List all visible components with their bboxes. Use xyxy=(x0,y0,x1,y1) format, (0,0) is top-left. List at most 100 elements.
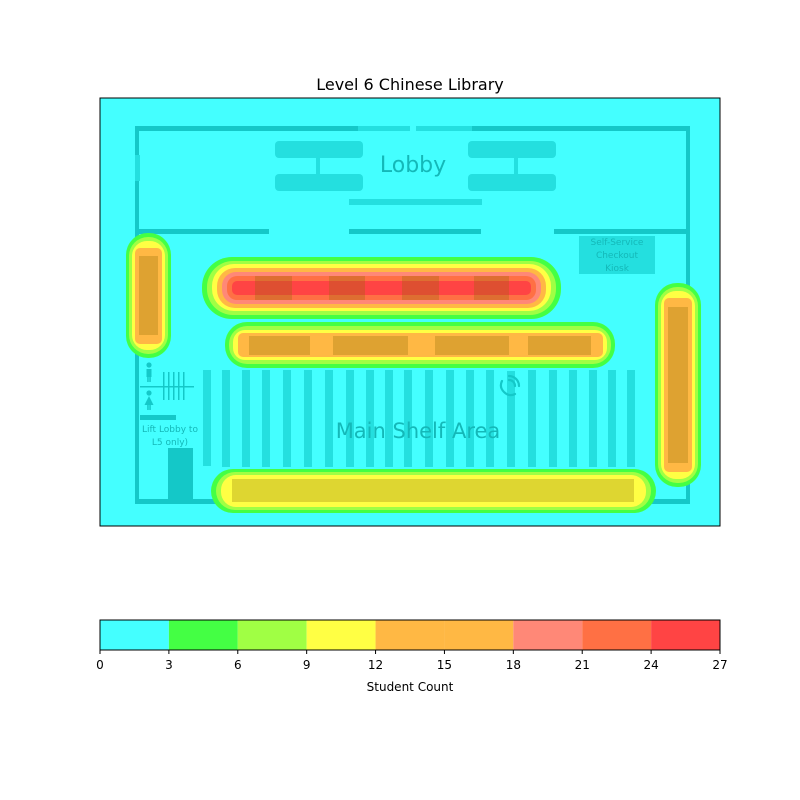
hotspot-upper-study-row xyxy=(202,257,561,319)
entrance-door-right xyxy=(416,126,472,131)
shelf xyxy=(486,370,494,467)
colorbar-band xyxy=(306,620,376,650)
colorbar-tick-label: 3 xyxy=(165,658,173,672)
desk xyxy=(232,479,634,502)
desk xyxy=(668,307,688,463)
hotspot-bottom-study-row xyxy=(211,469,656,513)
desk xyxy=(139,256,158,335)
wall-top-left xyxy=(135,126,358,131)
shelf xyxy=(425,370,433,467)
colorbar-band xyxy=(237,620,307,650)
shelf xyxy=(466,370,474,467)
shelf xyxy=(446,370,454,467)
lobby-label: Lobby xyxy=(380,153,446,178)
restroom-divider xyxy=(140,386,194,388)
shelf-row xyxy=(203,370,635,467)
lobby-counter xyxy=(349,199,482,205)
main-shelf-label: Main Shelf Area xyxy=(336,419,501,443)
colorbar-frame xyxy=(99,619,721,651)
colorbar-tick-label: 18 xyxy=(506,658,521,672)
lift-label-line2: L5 only) xyxy=(152,438,188,448)
heatmap-plot: Lobby Self-Service Checkout Kiosk Main S… xyxy=(100,98,720,526)
colorbar-label: Student Count xyxy=(367,680,454,694)
desk xyxy=(474,276,509,300)
shelf xyxy=(608,370,616,467)
colorbar: 0 3 6 9 12 15 18 21 24 27 Student Count xyxy=(96,619,728,694)
colorbar-bands xyxy=(100,620,720,650)
colorbar-band xyxy=(513,620,583,650)
kiosk-label-line3: Kiosk xyxy=(605,264,630,274)
chart-title: Level 6 Chinese Library xyxy=(316,75,504,94)
colorbar-tick-label: 27 xyxy=(712,658,727,672)
shelf xyxy=(528,370,536,467)
shelf xyxy=(346,370,354,467)
colorbar-band xyxy=(444,620,514,650)
wall-top-right xyxy=(472,126,690,131)
shelf xyxy=(385,370,393,467)
shelf xyxy=(627,370,635,467)
lobby-bench-stem xyxy=(514,150,518,184)
colorbar-band xyxy=(651,620,720,650)
kiosk-box xyxy=(579,236,655,274)
kiosk-label-line2: Checkout xyxy=(596,251,639,261)
colorbar-tick-label: 9 xyxy=(303,658,311,672)
lobby-bench xyxy=(275,141,363,158)
shelf xyxy=(404,370,412,467)
colorbar-tick-label: 0 xyxy=(96,658,104,672)
desk xyxy=(402,276,439,300)
shelf xyxy=(569,370,577,467)
colorbar-tick-label: 15 xyxy=(437,658,452,672)
entrance-door-left xyxy=(358,126,410,131)
desk xyxy=(329,276,365,300)
colorbar-band xyxy=(582,620,652,650)
heat-contour-band xyxy=(221,475,646,507)
heat-contour-band xyxy=(668,307,688,463)
colorbar-band xyxy=(375,620,445,650)
colorbar-tick-label: 12 xyxy=(368,658,383,672)
lift-shaft xyxy=(168,448,193,500)
desk xyxy=(249,336,310,355)
heat-contour-band xyxy=(238,333,603,357)
shelf xyxy=(283,370,291,467)
colorbar-band xyxy=(100,620,169,650)
plot-frame xyxy=(99,97,721,527)
shelf xyxy=(242,370,250,467)
lift-partition xyxy=(140,415,176,420)
shelf xyxy=(325,370,333,467)
shelf xyxy=(366,370,374,467)
hotspot-left-wall-desks xyxy=(126,233,171,358)
lobby-wall-left xyxy=(135,229,269,234)
stair-lines xyxy=(163,372,185,400)
desk xyxy=(333,336,408,355)
desk xyxy=(435,336,509,355)
heat-contour-band xyxy=(232,281,531,295)
left-door xyxy=(135,155,140,181)
colorbar-tick-label: 21 xyxy=(575,658,590,672)
desk xyxy=(528,336,591,355)
hotspot-middle-study-row xyxy=(225,322,615,368)
shelf xyxy=(507,371,515,467)
colorbar-ticks: 0 3 6 9 12 15 18 21 24 27 xyxy=(96,650,728,672)
desk-overlays xyxy=(139,256,688,502)
restroom-male-icon xyxy=(146,362,152,382)
heat-contour-band xyxy=(139,256,158,335)
lobby-bench xyxy=(468,141,556,158)
colorbar-tick-label: 24 xyxy=(643,658,658,672)
lobby-bench-stem xyxy=(316,150,320,184)
shelf xyxy=(222,370,230,467)
phone-icon xyxy=(499,374,521,397)
shelf xyxy=(203,370,211,466)
lobby-bench xyxy=(468,174,556,191)
shelf xyxy=(304,370,312,467)
lift-label-line1: Lift Lobby to xyxy=(142,425,198,435)
lobby-wall-mid xyxy=(349,229,481,234)
shelf xyxy=(589,370,597,467)
desk xyxy=(255,276,292,300)
hotspot-right-wall-desks xyxy=(655,283,701,487)
shelf xyxy=(262,370,270,467)
shelf xyxy=(549,370,557,467)
lobby-wall-right xyxy=(554,229,688,234)
kiosk-label-line1: Self-Service xyxy=(591,238,644,248)
colorbar-band xyxy=(168,620,238,650)
